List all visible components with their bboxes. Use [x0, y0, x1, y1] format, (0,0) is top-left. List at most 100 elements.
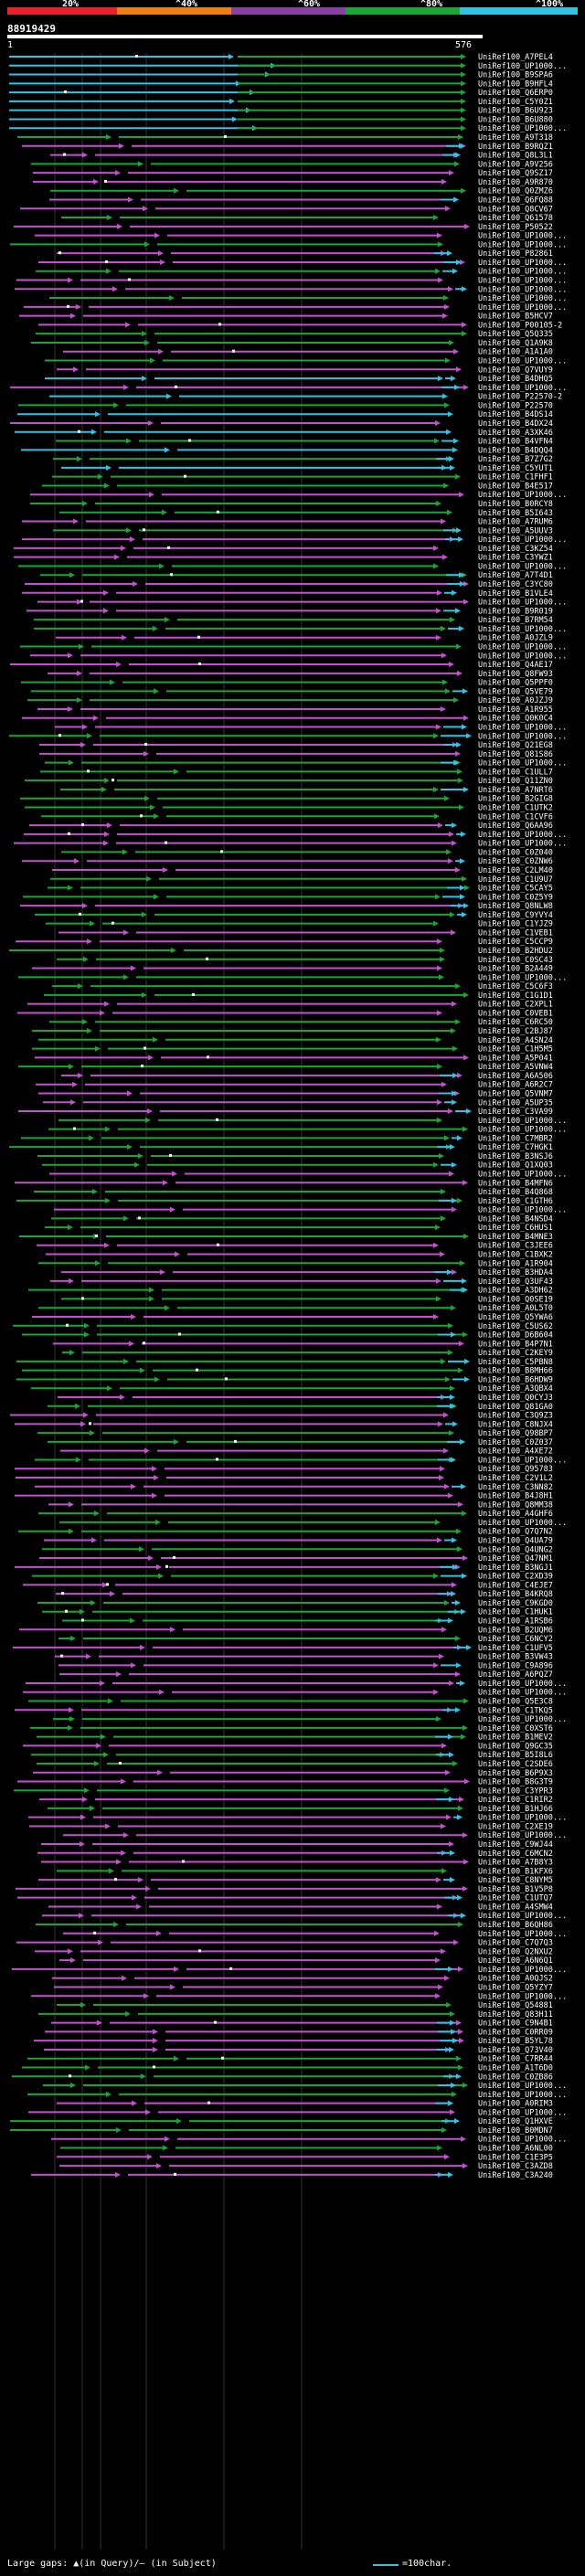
hit-label[interactable]: UniRef100_C3NN82: [478, 1483, 553, 1492]
hit-label[interactable]: UniRef100_UP1000...: [478, 2091, 567, 2100]
hit-label[interactable]: UniRef100_UP1000...: [478, 973, 567, 982]
hit-label[interactable]: UniRef100_A3QBX4: [478, 1384, 553, 1394]
hit-label[interactable]: UniRef100_Q5VE79: [478, 687, 553, 696]
hit-label[interactable]: UniRef100_Q54881: [478, 2001, 553, 2010]
hit-label[interactable]: UniRef100_C1GTH6: [478, 1197, 553, 1206]
hit-label[interactable]: UniRef100_Q0K0C4: [478, 715, 553, 724]
hit-label[interactable]: UniRef100_C7RR44: [478, 2055, 553, 2064]
hit-label[interactable]: UniRef100_C5Y0Z1: [478, 98, 553, 107]
hit-label[interactable]: UniRef100_A6PQZ7: [478, 1670, 553, 1680]
hit-label[interactable]: UniRef100_B4DX24: [478, 419, 553, 429]
hit-label[interactable]: UniRef100_Q8FW93: [478, 670, 553, 679]
hit-label[interactable]: UniRef100_P22570-2: [478, 393, 562, 402]
hit-label[interactable]: UniRef100_B4E517: [478, 482, 553, 491]
hit-label[interactable]: UniRef100_B1HJ66: [478, 1805, 553, 1814]
hit-label[interactable]: UniRef100_Q95783: [478, 1465, 553, 1474]
hit-label[interactable]: UniRef100_UP1000...: [478, 642, 567, 652]
hit-label[interactable]: UniRef100_A3XK46: [478, 429, 553, 438]
hit-label[interactable]: UniRef100_A5P041: [478, 1054, 553, 1063]
hit-label[interactable]: UniRef100_UP1000...: [478, 1930, 567, 1939]
hit-label[interactable]: UniRef100_C8NJX4: [478, 1420, 553, 1429]
hit-label[interactable]: UniRef100_C2V1L2: [478, 1474, 553, 1483]
hit-label[interactable]: UniRef100_C0ZNW6: [478, 857, 553, 866]
hit-label[interactable]: UniRef100_B4MFN6: [478, 1179, 553, 1188]
hit-label[interactable]: UniRef100_A9T318: [478, 133, 553, 143]
hit-label[interactable]: UniRef100_Q98BP7: [478, 1429, 553, 1438]
hit-label[interactable]: UniRef100_UP1000...: [478, 562, 567, 571]
hit-label[interactable]: UniRef100_B4DQQ4: [478, 446, 553, 455]
hit-label[interactable]: UniRef100_C3YC80: [478, 580, 553, 589]
hit-label[interactable]: UniRef100_A0L5T0: [478, 1304, 553, 1313]
hit-label[interactable]: UniRef100_C1U9U7: [478, 875, 553, 885]
hit-label[interactable]: UniRef100_UP1000...: [478, 732, 567, 741]
hit-label[interactable]: UniRef100_UP1000...: [478, 62, 567, 71]
hit-label[interactable]: UniRef100_UP1000...: [478, 759, 567, 769]
hit-label[interactable]: UniRef100_B9SPA6: [478, 71, 553, 80]
hit-label[interactable]: UniRef100_B4DS14: [478, 410, 553, 419]
hit-label[interactable]: UniRef100_B5I643: [478, 509, 553, 518]
hit-label[interactable]: UniRef100_C6NCY2: [478, 1635, 553, 1644]
hit-label[interactable]: UniRef100_C5CCP9: [478, 938, 553, 947]
hit-label[interactable]: UniRef100_C3AZD8: [478, 2162, 553, 2171]
hit-label[interactable]: UniRef100_C3A240: [478, 2171, 553, 2180]
hit-label[interactable]: UniRef100_UP1000...: [478, 1715, 567, 1724]
hit-label[interactable]: UniRef100_Q5PPF0: [478, 679, 553, 688]
hit-label[interactable]: UniRef100_A6NL00: [478, 2145, 553, 2154]
hit-label[interactable]: UniRef100_C1FHF1: [478, 473, 553, 482]
hit-label[interactable]: UniRef100_C9N4B1: [478, 2019, 553, 2029]
hit-label[interactable]: UniRef100_Q1XQ03: [478, 1161, 553, 1171]
hit-label[interactable]: UniRef100_C9A896: [478, 1661, 553, 1670]
hit-label[interactable]: UniRef100_UP1000...: [478, 277, 567, 286]
hit-label[interactable]: UniRef100_B5YL78: [478, 2037, 553, 2046]
hit-label[interactable]: UniRef100_C0Z5Y9: [478, 893, 553, 902]
hit-label[interactable]: UniRef100_B9RQZ1: [478, 143, 553, 152]
hit-label[interactable]: UniRef100_B3NGJ1: [478, 1564, 553, 1573]
hit-label[interactable]: UniRef100_B2A449: [478, 965, 553, 974]
hit-label[interactable]: UniRef100_C1CVF6: [478, 812, 553, 822]
hit-label[interactable]: UniRef100_C1UTQ7: [478, 1894, 553, 1903]
hit-label[interactable]: UniRef100_Q0CYJ3: [478, 1394, 553, 1403]
hit-label[interactable]: UniRef100_Q7VUY9: [478, 366, 553, 375]
hit-label[interactable]: UniRef100_B3VW43: [478, 1653, 553, 1662]
hit-label[interactable]: UniRef100_B1MEV2: [478, 1733, 553, 1743]
hit-label[interactable]: UniRef100_UP1000...: [478, 232, 567, 241]
hit-label[interactable]: UniRef100_Q6AA96: [478, 822, 553, 831]
hit-label[interactable]: UniRef100_UP1000...: [478, 1126, 567, 1135]
hit-label[interactable]: UniRef100_UP1000...: [478, 2136, 567, 2145]
hit-label[interactable]: UniRef100_A0JZL9: [478, 634, 553, 643]
hit-label[interactable]: UniRef100_Q7Q7N2: [478, 1528, 553, 1537]
hit-label[interactable]: UniRef100_UP1000...: [478, 303, 567, 313]
hit-label[interactable]: UniRef100_C5C6F3: [478, 982, 553, 991]
hit-label[interactable]: UniRef100_C3KZ54: [478, 545, 553, 554]
hit-label[interactable]: UniRef100_B4Q868: [478, 1188, 553, 1197]
hit-label[interactable]: UniRef100_Q81GA0: [478, 1403, 553, 1412]
hit-label[interactable]: UniRef100_Q0SE19: [478, 1295, 553, 1304]
hit-label[interactable]: UniRef100_A6N6Q1: [478, 1956, 553, 1966]
hit-label[interactable]: UniRef100_C1E3P5: [478, 2153, 553, 2162]
hit-label[interactable]: UniRef100_C3YWZ1: [478, 554, 553, 563]
hit-label[interactable]: UniRef100_C0VEB1: [478, 1009, 553, 1018]
hit-label[interactable]: UniRef100_B1V5P8: [478, 1885, 553, 1894]
hit-label[interactable]: UniRef100_UP1000...: [478, 1680, 567, 1689]
hit-label[interactable]: UniRef100_C1UFV5: [478, 1644, 553, 1653]
hit-label[interactable]: UniRef100_C1RIR2: [478, 1796, 553, 1805]
hit-label[interactable]: UniRef100_A6A506: [478, 1072, 553, 1081]
hit-label[interactable]: UniRef100_P22570: [478, 401, 553, 410]
hit-label[interactable]: UniRef100_C0Z040: [478, 848, 553, 857]
hit-label[interactable]: UniRef100_A7RUM6: [478, 518, 553, 527]
hit-label[interactable]: UniRef100_Q5E3C8: [478, 1698, 553, 1707]
hit-label[interactable]: UniRef100_Q8CV67: [478, 205, 553, 214]
hit-label[interactable]: UniRef100_UP1000...: [478, 268, 567, 277]
hit-label[interactable]: UniRef100_B3HDA4: [478, 1268, 553, 1277]
hit-label[interactable]: UniRef100_A1R955: [478, 705, 553, 715]
hit-label[interactable]: UniRef100_UP1000...: [478, 652, 567, 661]
hit-label[interactable]: UniRef100_UP1000...: [478, 1519, 567, 1528]
hit-label[interactable]: UniRef100_UP1000...: [478, 535, 567, 545]
hit-label[interactable]: UniRef100_C1BXK2: [478, 1251, 553, 1260]
hit-label[interactable]: UniRef100_B7Z7G2: [478, 455, 553, 464]
hit-label[interactable]: UniRef100_A4SMW4: [478, 1903, 553, 1912]
hit-label[interactable]: UniRef100_A4GHF6: [478, 1510, 553, 1519]
hit-label[interactable]: UniRef100_B4VFN4: [478, 438, 553, 447]
hit-label[interactable]: UniRef100_Q8L3L1: [478, 152, 553, 161]
hit-label[interactable]: UniRef100_B1VLE4: [478, 589, 553, 599]
